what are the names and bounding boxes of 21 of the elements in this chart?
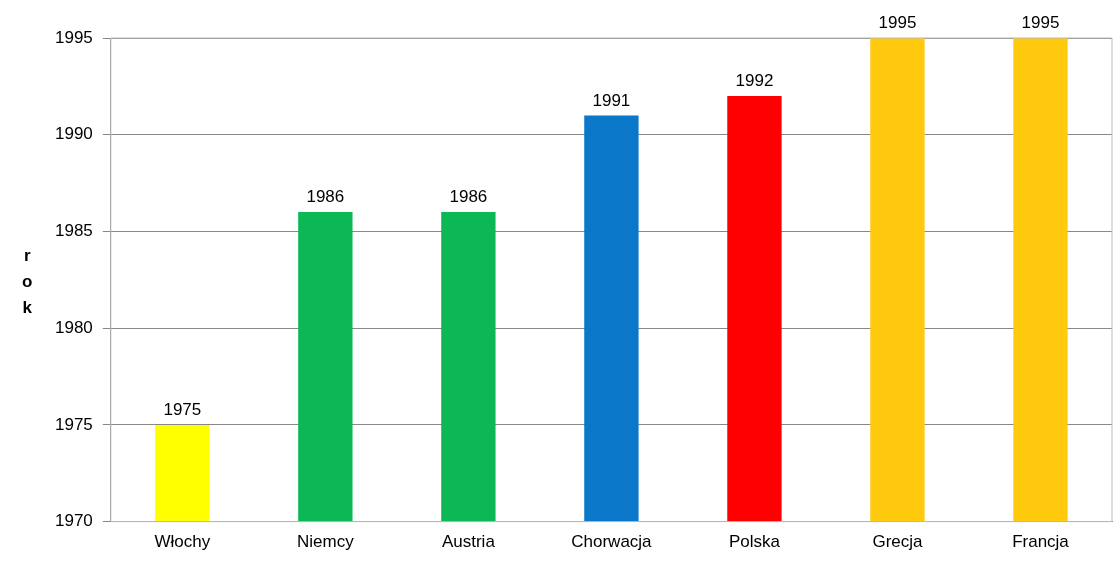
x-tick-label: Austria <box>441 532 496 552</box>
x-tick-label: Polska <box>728 532 781 552</box>
x-tick-label: Grecja <box>872 532 924 552</box>
x-tick-label: Francja <box>1012 532 1070 552</box>
x-tick-label: Niemcy <box>297 532 355 552</box>
y-tick-label: 1970 <box>54 511 93 531</box>
data-label: 1992 <box>735 71 774 91</box>
data-label: 1975 <box>163 400 202 420</box>
y-tick-label: 1990 <box>54 124 93 144</box>
y-tick-label: 1980 <box>54 317 93 337</box>
y-tick-label: 1975 <box>54 414 93 434</box>
data-label: 1995 <box>878 13 917 33</box>
y-axis-title: rok <box>22 245 33 319</box>
data-label: 1991 <box>592 90 631 110</box>
data-label: 1986 <box>449 187 488 207</box>
x-tick-label: Włochy <box>154 532 211 552</box>
y-tick-label: 1995 <box>54 27 93 47</box>
y-tick-label: 1985 <box>54 221 93 241</box>
data-label: 1986 <box>306 187 345 207</box>
x-tick-label: Chorwacja <box>571 532 653 552</box>
data-label: 1995 <box>1021 13 1060 33</box>
